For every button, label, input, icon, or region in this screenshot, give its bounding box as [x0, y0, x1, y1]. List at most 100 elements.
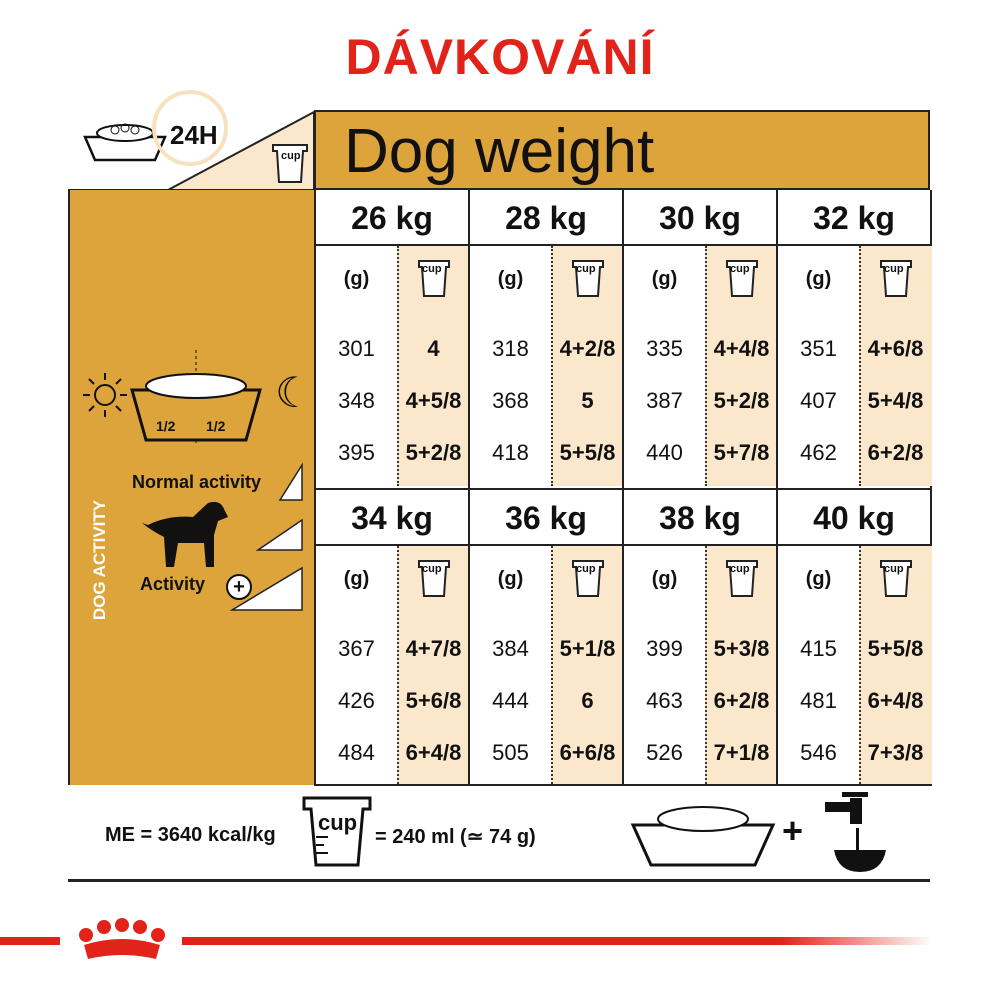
- weight-column: 34 kg (g) cup 367 4+7/8 426 5+6/8 484 6+4/8: [314, 488, 470, 784]
- weight-column: 32 kg (g) cup 351 4+6/8 407 5+4/8 462 6+2/8: [776, 190, 932, 488]
- cup-value: 4+5/8: [405, 388, 462, 413]
- grams-value: 395: [338, 440, 375, 465]
- food-bowl-large-icon: [630, 806, 776, 867]
- cup-header: cup: [730, 563, 750, 575]
- cup-icon: [418, 560, 450, 597]
- footer-divider: [68, 879, 930, 882]
- weight-column: 26 kg (g) cup 301 4 348 4+5/8 395 5+2/8: [314, 190, 470, 488]
- cup-value: 5+2/8: [405, 440, 462, 465]
- cup-icon: [880, 260, 912, 297]
- weight-label: 34 kg: [316, 490, 468, 546]
- cup-header: cup: [730, 263, 750, 275]
- weight-column: 28 kg (g) cup 318 4+2/8 368 5 418 5+5/8: [468, 190, 624, 488]
- cup-value: 5+5/8: [559, 440, 616, 465]
- weight-label: 32 kg: [778, 190, 930, 246]
- grams-value: 368: [492, 388, 529, 413]
- cup-header: cup: [884, 563, 904, 575]
- grams-value: 351: [800, 336, 837, 361]
- cup-label: cup: [281, 150, 301, 162]
- activity-wedges: [230, 462, 303, 611]
- clock-icon: [152, 90, 228, 166]
- cup-value: 6+2/8: [713, 688, 770, 713]
- grams-header: (g): [651, 268, 678, 290]
- grams-value: 399: [646, 636, 683, 661]
- cup-header: cup: [422, 563, 442, 575]
- weight-label: 36 kg: [470, 490, 622, 546]
- cup-icon: [880, 560, 912, 597]
- cup-icon: [572, 260, 604, 297]
- dog-icon: [142, 501, 228, 567]
- grams-value: 387: [646, 388, 683, 413]
- dog-activity-label: DOG ACTIVITY: [90, 499, 109, 621]
- weight-label: 40 kg: [778, 490, 930, 546]
- grams-header: (g): [497, 568, 524, 590]
- cup-header: cup: [576, 263, 596, 275]
- cup-value: 5+2/8: [713, 388, 770, 413]
- cup-large-label: cup: [318, 810, 358, 835]
- grams-header: (g): [805, 268, 832, 290]
- weight-label: 30 kg: [624, 190, 776, 246]
- grams-value: 318: [492, 336, 529, 361]
- cup-equivalent: = 240 ml (≃ 74 g): [375, 826, 536, 848]
- grams-value: 367: [338, 636, 375, 661]
- grams-header: (g): [805, 568, 832, 590]
- cup-value: 5+5/8: [867, 636, 924, 661]
- bowl-half-icon: [130, 350, 262, 445]
- grams-value: 481: [800, 688, 837, 713]
- grams-value: 444: [492, 688, 529, 713]
- cup-icon: [726, 260, 758, 297]
- weight-column: 36 kg (g) cup 384 5+1/8 444 6 505 6+6/8: [468, 488, 624, 784]
- food-bowl-icon: [83, 123, 167, 162]
- grams-value: 526: [646, 740, 683, 765]
- cup-header: cup: [576, 563, 596, 575]
- half-right: 1/2: [206, 418, 226, 434]
- weight-column: 38 kg (g) cup 399 5+3/8 463 6+2/8 526 7+1/8: [622, 488, 778, 784]
- cup-value: 4+6/8: [867, 336, 924, 361]
- cup-value: 4+2/8: [559, 336, 616, 361]
- cup-value: 4+4/8: [713, 336, 770, 361]
- grams-value: 301: [338, 336, 375, 361]
- cup-icon: [726, 560, 758, 597]
- grams-value: 484: [338, 740, 375, 765]
- grams-value: 335: [646, 336, 683, 361]
- water-tap-icon: [825, 792, 886, 872]
- weight-label: 26 kg: [316, 190, 468, 246]
- activity-label: Activity: [140, 574, 206, 594]
- plus-sign: +: [782, 810, 804, 851]
- dog-weight-title: Dog weight: [344, 117, 655, 186]
- royal-canin-crown-logo: [79, 918, 165, 959]
- cup-value: 6+4/8: [405, 740, 462, 765]
- dog-weight-header: Dog weight: [314, 110, 930, 190]
- grams-header: (g): [497, 268, 524, 290]
- grams-value: 440: [646, 440, 683, 465]
- cup-value: 5+7/8: [713, 440, 770, 465]
- grams-value: 418: [492, 440, 529, 465]
- cup-value: 5+4/8: [867, 388, 924, 413]
- moon-icon: ☾: [275, 369, 313, 416]
- plus-circle-icon: +: [226, 574, 252, 600]
- grams-value: 426: [338, 688, 375, 713]
- brand-line-left: [0, 937, 60, 945]
- cup-value: 7+1/8: [713, 740, 770, 765]
- grams-value: 462: [800, 440, 837, 465]
- cup-icon: [272, 144, 308, 183]
- cup-column: [859, 546, 932, 784]
- feeding-table: 26 kg (g) cup 301 4 348 4+5/8 395 5+2/8 28 k…: [314, 190, 932, 786]
- brand-line-right: [182, 937, 932, 945]
- grams-header: (g): [343, 568, 370, 590]
- cup-icon: [572, 560, 604, 597]
- weight-column: 30 kg (g) cup 335 4+4/8 387 5+2/8 440 5+7/8: [622, 190, 778, 488]
- page-title: DÁVKOVÁNÍ: [345, 29, 655, 85]
- weight-column: 40 kg (g) cup 415 5+5/8 481 6+4/8 546 7+3/8: [776, 488, 932, 784]
- cup-value: 4: [427, 336, 440, 361]
- cup-value: 6: [581, 688, 594, 713]
- 24h-label: 24H: [170, 120, 218, 150]
- cup-value: 7+3/8: [867, 740, 924, 765]
- cup-header: cup: [422, 263, 442, 275]
- grams-value: 384: [492, 636, 529, 661]
- grams-header: (g): [651, 568, 678, 590]
- activity-panel: 1/2 1/2 ☾ DOG ACTIVITY Normal activity A…: [68, 190, 314, 785]
- cup-value: 6+4/8: [867, 688, 924, 713]
- cup-icon-large: [302, 796, 372, 867]
- cup-value: 5+3/8: [713, 636, 770, 661]
